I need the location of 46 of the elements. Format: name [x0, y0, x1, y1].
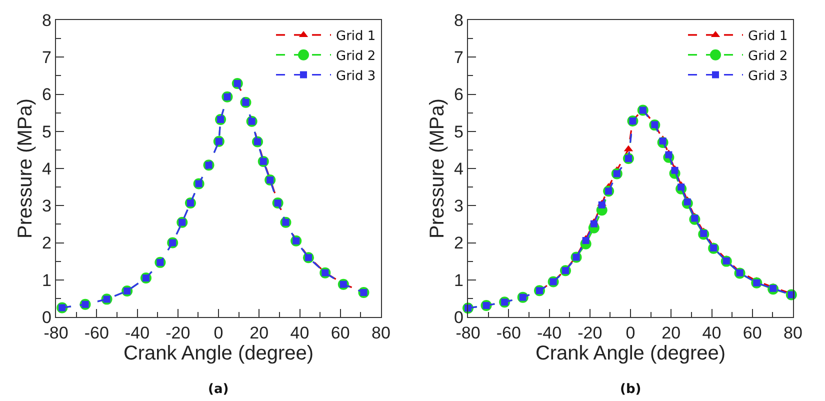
point [598, 201, 606, 208]
y-tick-label: 4 [42, 159, 52, 178]
y-axis-title: Pressure (MPa) [14, 98, 37, 239]
x-tick-label: 80 [784, 324, 802, 342]
x-tick-label: 60 [742, 324, 762, 342]
y-tick-label: 8 [42, 10, 52, 30]
y-tick-label: 1 [42, 270, 52, 290]
x-tick-label: 20 [250, 324, 269, 342]
x-tick-label: -60 [496, 324, 521, 342]
legend-label: Grid 3 [748, 68, 788, 84]
x-tick-label: -20 [578, 324, 602, 342]
x-tick-label: -40 [124, 324, 150, 342]
y-tick-label: 3 [42, 196, 52, 216]
y-tick-label: 6 [454, 85, 464, 104]
x-tick-label: 80 [372, 324, 390, 342]
text: (a) [208, 382, 229, 397]
y-tick-label: 6 [42, 85, 52, 104]
point [590, 220, 598, 228]
y-tick-label: 2 [42, 234, 52, 253]
y-tick-label: 7 [42, 48, 52, 68]
y-axis-title: Pressure (MPa) [426, 98, 449, 239]
y-tick-label: 2 [454, 234, 464, 253]
legend-label: Grid 2 [336, 48, 376, 64]
text: (b) [620, 382, 642, 397]
y-tick-label: 1 [454, 270, 464, 290]
x-tick-label: -20 [166, 324, 190, 342]
y-tick-label: 4 [454, 159, 464, 178]
y-tick-label: 7 [454, 48, 464, 68]
x-axis-title: Crank Angle (degree) [123, 342, 314, 364]
x-axis-title: Crank Angle (degree) [535, 342, 726, 364]
x-tick-label: 0 [626, 324, 636, 342]
x-tick-label: 40 [702, 324, 722, 342]
legend-label: Grid 1 [336, 29, 376, 44]
y-tick-label: 3 [454, 196, 464, 216]
legend-label: Grid 2 [748, 48, 788, 64]
x-tick-label: -60 [84, 324, 109, 342]
legend-label: Grid 1 [748, 29, 788, 44]
x-tick-label: -40 [536, 324, 562, 342]
legend-label: Grid 3 [336, 68, 376, 84]
y-tick-label: 5 [454, 122, 464, 142]
y-tick-label: 5 [42, 122, 52, 142]
x-tick-label: 40 [290, 324, 310, 342]
x-tick-label: 60 [330, 324, 350, 342]
x-tick-label: 0 [214, 324, 224, 342]
y-tick-label: 8 [454, 10, 464, 30]
x-tick-label: 20 [662, 324, 681, 342]
